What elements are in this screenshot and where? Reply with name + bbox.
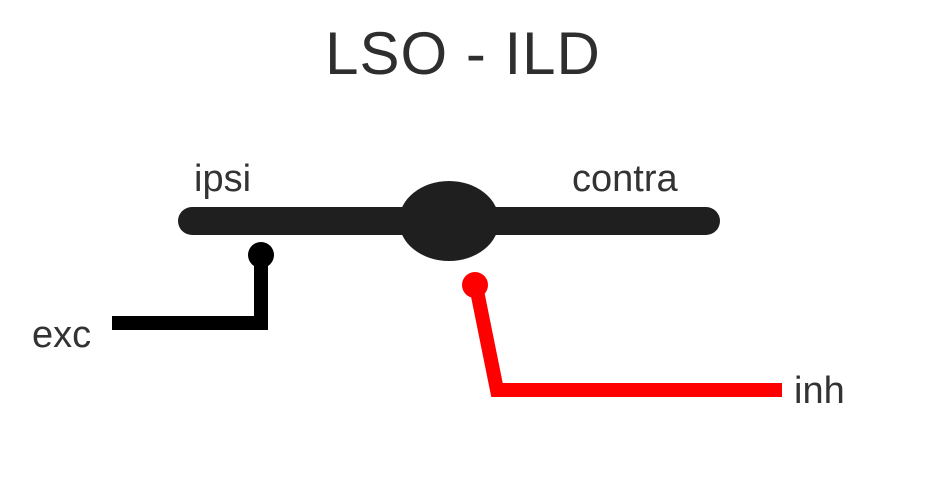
- exc-label: exc: [32, 314, 92, 356]
- inh-label: inh: [794, 370, 845, 412]
- excitatory-synapse: [248, 242, 274, 268]
- diagram-title: LSO - ILD: [325, 20, 601, 87]
- inhibitory-input-line: [469, 284, 782, 397]
- soma: [399, 181, 499, 261]
- inhibitory-synapse: [462, 272, 488, 298]
- excitatory-input-line: [112, 256, 268, 330]
- ipsi-label: ipsi: [194, 158, 252, 200]
- contra-label: contra: [572, 158, 678, 200]
